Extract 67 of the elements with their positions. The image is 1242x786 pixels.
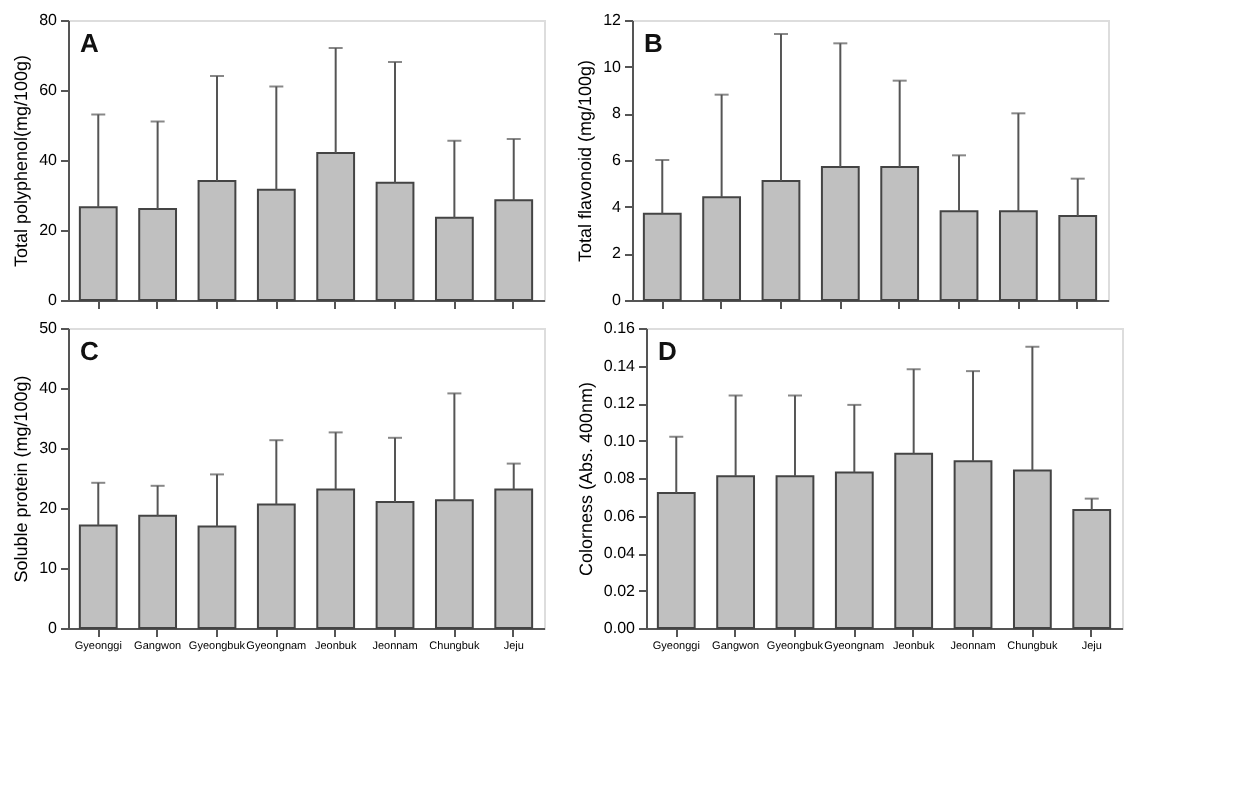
y-tick-label: 30 <box>39 439 59 457</box>
bar <box>775 475 815 629</box>
bar <box>138 208 178 301</box>
y-tick-label: 0 <box>48 291 59 309</box>
y-tick-label: 6 <box>612 151 623 169</box>
y-tick-label: 10 <box>603 57 623 76</box>
bar <box>894 452 934 629</box>
y-tick-label: 0.02 <box>603 581 637 600</box>
bar <box>78 524 118 629</box>
y-tick-label: 0.08 <box>603 469 637 487</box>
y-tick-label: 0 <box>48 619 59 637</box>
y-tick-label: 2 <box>612 244 623 263</box>
bar <box>656 492 696 629</box>
y-tick-label: 20 <box>39 499 59 517</box>
y-axis-title: Soluble protein (mg/100g) <box>11 375 32 583</box>
bar <box>702 196 742 301</box>
bar <box>197 180 237 301</box>
y-tick-label: 0.16 <box>603 319 637 337</box>
y-tick-label: 0.00 <box>603 619 637 637</box>
y-tick-label: 8 <box>612 104 623 123</box>
y-tick-label: 0.14 <box>603 356 637 375</box>
bar <box>434 499 474 629</box>
bar <box>256 188 296 301</box>
bar <box>494 199 534 301</box>
bar <box>434 216 474 301</box>
bar <box>316 152 356 301</box>
y-tick-label: 0.06 <box>603 506 637 525</box>
annotation: A <box>80 28 100 58</box>
bar <box>761 180 801 301</box>
bar <box>642 212 682 301</box>
y-tick-label: 0.12 <box>603 394 637 412</box>
bar <box>375 181 415 301</box>
bar <box>494 488 534 629</box>
y-tick-label: 10 <box>39 559 59 577</box>
y-tick-label: 50 <box>39 319 59 337</box>
y-tick-label: 40 <box>39 379 59 397</box>
bar <box>78 206 118 301</box>
bar <box>834 471 874 629</box>
y-tick-label: 4 <box>612 197 623 216</box>
y-axis-title: Total polyphenol(mg/100g) <box>11 54 32 268</box>
y-tick-label: 40 <box>39 151 59 169</box>
bar <box>953 460 993 629</box>
y-tick-label: 20 <box>39 221 59 239</box>
bar <box>820 166 860 301</box>
annotation: C <box>80 336 100 366</box>
y-tick-label: 0 <box>612 291 623 309</box>
bar <box>256 503 296 629</box>
y-tick-label: 0.10 <box>603 431 637 450</box>
bar <box>998 210 1038 301</box>
bar <box>375 501 415 629</box>
y-axis-title: Total flavonoid (mg/100g) <box>575 59 596 263</box>
y-tick-label: 0.04 <box>603 544 637 562</box>
bar <box>1072 508 1112 629</box>
annotation: B <box>644 28 663 58</box>
annotation: D <box>658 336 677 366</box>
bar <box>197 525 237 629</box>
bar <box>138 514 178 629</box>
bar <box>880 166 920 301</box>
bar <box>1012 469 1052 629</box>
bar <box>1058 215 1098 301</box>
bar <box>316 488 356 629</box>
y-axis-title: Colorness (Abs. 400nm) <box>575 381 596 577</box>
bar <box>939 210 979 301</box>
bar <box>716 475 756 629</box>
y-tick-label: 80 <box>39 11 59 29</box>
y-tick-label: 12 <box>603 11 623 29</box>
y-tick-label: 60 <box>39 81 59 99</box>
